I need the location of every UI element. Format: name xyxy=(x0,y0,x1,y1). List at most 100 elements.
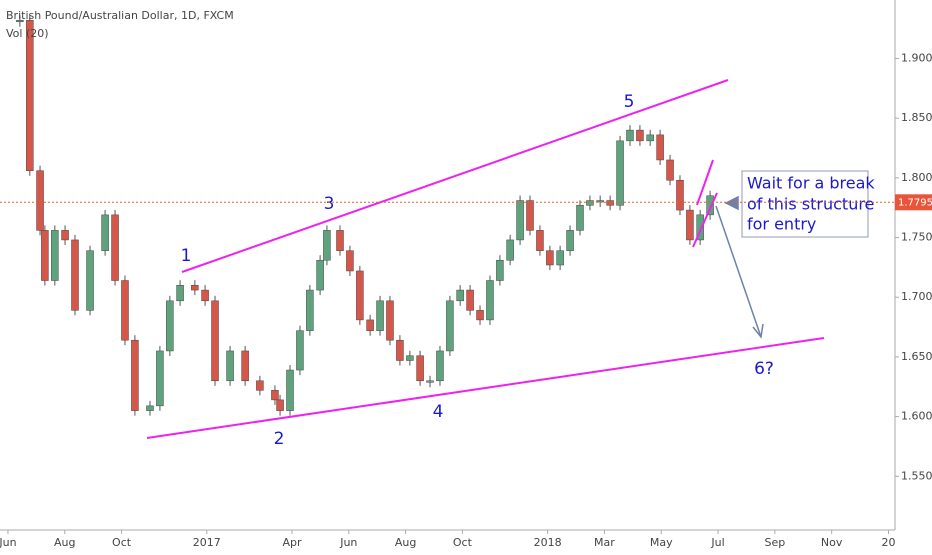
candle-body xyxy=(256,380,264,391)
candle-body xyxy=(176,285,184,302)
x-tick-label: Apr xyxy=(282,536,302,549)
candle-body xyxy=(111,214,119,281)
candle-body xyxy=(366,319,374,331)
pointer xyxy=(724,195,739,211)
candle-body xyxy=(536,230,544,251)
y-tick-label: 1.85000 xyxy=(901,111,932,124)
wave-label: 1 xyxy=(181,246,192,266)
upper-trendline xyxy=(181,79,729,273)
y-tick-label: 1.70000 xyxy=(901,290,932,303)
x-tick-label: 2017 xyxy=(193,536,221,549)
drawings xyxy=(146,79,825,439)
x-tick-label: Oct xyxy=(112,536,132,549)
candle-body xyxy=(446,300,454,352)
candle-body xyxy=(426,380,434,383)
candle-body xyxy=(556,250,564,266)
last-price-box xyxy=(895,194,932,211)
candle-body xyxy=(386,300,394,341)
candle-body xyxy=(131,339,139,411)
y-tick-label: 1.90000 xyxy=(901,51,932,64)
candle-body xyxy=(41,230,49,281)
candle-body xyxy=(516,200,524,241)
candle-body xyxy=(496,259,504,281)
candle-body xyxy=(316,259,324,291)
note-box xyxy=(741,170,869,238)
candle-body xyxy=(323,230,331,261)
candle-body xyxy=(616,140,624,206)
wave-label: 2 xyxy=(274,429,285,449)
candle-body xyxy=(306,289,314,331)
candle-body xyxy=(201,289,209,302)
candle-body xyxy=(356,270,364,321)
candle-body xyxy=(396,339,404,361)
candle-body xyxy=(26,20,34,171)
note-text: Wait for a break xyxy=(747,174,875,193)
candle-body xyxy=(336,230,344,251)
candle-body xyxy=(226,350,234,382)
candle-body xyxy=(36,170,44,231)
candle-body xyxy=(696,214,704,241)
y-tick-label: 1.60000 xyxy=(901,410,932,423)
candle-body xyxy=(271,390,279,401)
y-tick-label: 1.65000 xyxy=(901,350,932,363)
arrow-head xyxy=(752,323,764,339)
x-tick-label: Aug xyxy=(54,536,75,549)
wave-label: 3 xyxy=(324,194,335,214)
x-tick-label: Sep xyxy=(764,536,785,549)
note-text: of this structure xyxy=(747,195,874,214)
wave-label: 4 xyxy=(433,402,444,422)
candle-body xyxy=(586,200,594,206)
candle-body xyxy=(86,250,94,311)
lower-trendline xyxy=(146,337,825,439)
candle-body xyxy=(506,239,514,261)
candle-body xyxy=(191,285,199,291)
x-tick-label: Aug xyxy=(395,536,416,549)
candle-body xyxy=(156,350,164,407)
arrow xyxy=(715,195,764,339)
candle-body xyxy=(706,195,714,216)
candle-body xyxy=(296,330,304,371)
candle-body xyxy=(211,300,219,382)
note-text: for entry xyxy=(747,215,816,234)
x-tick-label: 2018 xyxy=(534,536,562,549)
volume-label: Vol (20) xyxy=(6,27,49,40)
candle-body xyxy=(456,289,464,302)
candle-body xyxy=(566,230,574,251)
candle-body xyxy=(61,230,69,241)
x-tick-label: Jun xyxy=(0,536,17,549)
candle-body xyxy=(676,179,684,211)
candle-body xyxy=(346,250,354,272)
x-tick-label: Jun xyxy=(339,536,357,549)
candle-body xyxy=(166,300,174,352)
candle-body xyxy=(16,20,24,23)
x-tick-label: May xyxy=(650,536,673,549)
wave-label: 6? xyxy=(754,359,774,379)
candle-body xyxy=(646,134,654,142)
channel-line xyxy=(696,159,714,206)
candle-body xyxy=(241,350,249,382)
candle-body xyxy=(51,230,59,281)
x-tick-label: Mar xyxy=(594,536,615,549)
candle-body xyxy=(436,350,444,382)
candle-body xyxy=(576,205,584,231)
candle-body xyxy=(146,405,154,411)
candle-body xyxy=(121,280,129,341)
candle-body xyxy=(686,209,694,241)
candle-body xyxy=(636,129,644,142)
x-tick-label: Nov xyxy=(821,536,843,549)
candle-body xyxy=(526,200,534,231)
candle-body xyxy=(101,214,109,251)
last-price-label: 1.77952 xyxy=(898,197,932,208)
candle-body xyxy=(486,280,494,321)
candle-body xyxy=(666,159,674,181)
x-tick-label: Oct xyxy=(453,536,473,549)
candle-body xyxy=(71,239,79,311)
arrow-line xyxy=(715,205,762,338)
candle-body xyxy=(286,369,294,411)
candle-body xyxy=(656,134,664,161)
y-tick-label: 1.55000 xyxy=(901,469,932,482)
y-tick-label: 1.80000 xyxy=(901,171,932,184)
candle-body xyxy=(276,399,284,411)
candle-body xyxy=(476,310,484,321)
